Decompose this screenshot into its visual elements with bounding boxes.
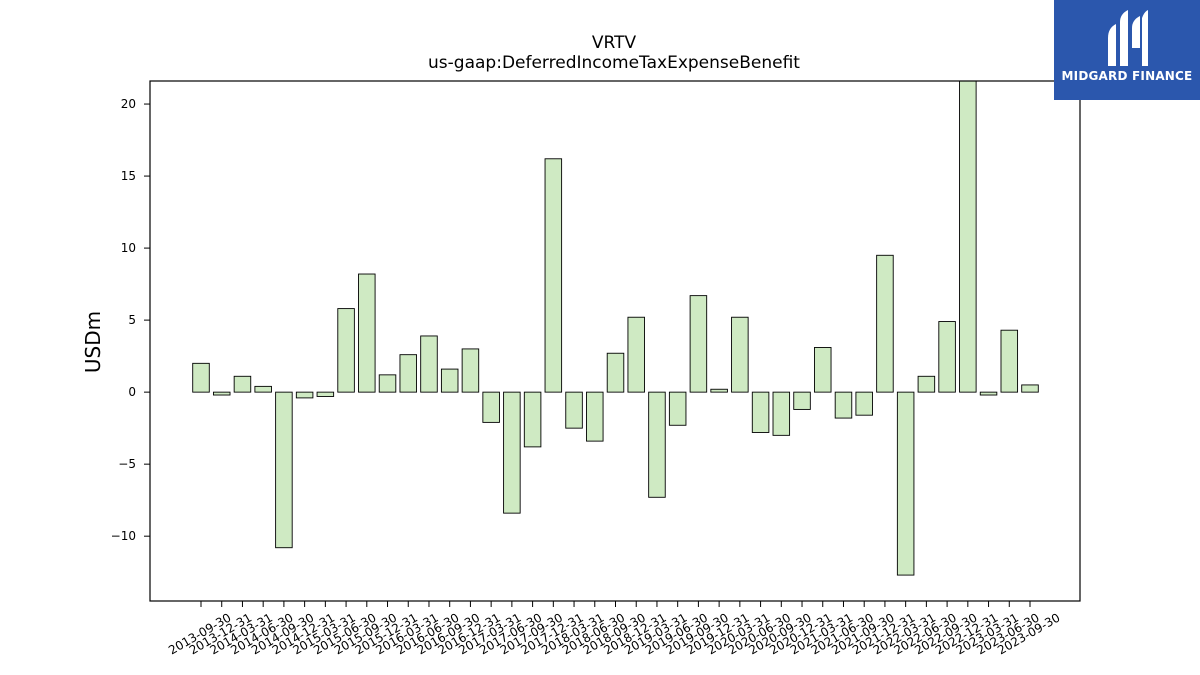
bar-2015-12-31 [378, 374, 397, 393]
bar-2023-09-30 [1021, 384, 1039, 393]
bar-2019-09-30 [689, 295, 708, 393]
bar-2017-03-31 [482, 391, 500, 423]
y-tick-label: 15 [121, 169, 136, 183]
bars-layer [192, 80, 1039, 576]
bar-2014-03-31 [233, 375, 252, 393]
x-axis: 2013-09-302013-12-312014-03-312014-06-30… [166, 601, 1063, 657]
bar-2015-06-30 [337, 308, 355, 393]
bar-2016-06-30 [420, 335, 438, 393]
bar-2018-12-31 [627, 316, 645, 393]
bar-2017-12-31 [544, 158, 563, 393]
bar-2021-12-31 [876, 254, 894, 393]
y-tick-label: 5 [128, 313, 136, 327]
bar-2015-03-31 [316, 391, 335, 397]
bar-2022-06-30 [917, 375, 936, 393]
bar-2014-09-30 [275, 391, 293, 549]
bar-2017-06-30 [503, 391, 521, 514]
y-tick-label: 20 [121, 97, 136, 111]
bar-2016-12-31 [461, 348, 480, 393]
bar-2022-12-31 [959, 80, 977, 393]
bar-2020-03-31 [731, 316, 749, 393]
bar-2013-12-31 [212, 391, 231, 396]
bar-2014-06-30 [254, 385, 272, 393]
bar-2021-03-31 [814, 347, 832, 393]
bar-2023-06-30 [1000, 329, 1019, 393]
bar-2021-09-30 [855, 391, 873, 416]
bar-2019-06-30 [668, 391, 687, 426]
bar-2019-03-31 [648, 391, 666, 498]
brand-logo: MIDGARD FINANCE [1054, 0, 1200, 100]
bar-2015-09-30 [358, 273, 376, 393]
bar-2016-03-31 [399, 354, 417, 393]
bar-2018-03-31 [565, 391, 583, 429]
bar-2022-09-30 [938, 321, 956, 393]
plot-frame [149, 80, 1081, 602]
bar-2014-12-31 [295, 391, 314, 399]
y-tick-label: 0 [128, 385, 136, 399]
bar-2013-09-30 [192, 362, 210, 393]
chart-title: VRTV [592, 33, 637, 53]
bar-2016-09-30 [440, 368, 459, 393]
bar-2020-12-31 [793, 391, 811, 410]
y-tick-label: −10 [111, 529, 136, 543]
bar-2021-06-30 [834, 391, 853, 419]
chart-subtitle: us-gaap:DeferredIncomeTaxExpenseBenefit [428, 53, 800, 73]
bar-2019-12-31 [710, 388, 728, 393]
midgard-logo-icon [1108, 10, 1148, 66]
bar-2020-06-30 [751, 391, 770, 433]
y-tick-label: −5 [118, 457, 136, 471]
bar-2017-09-30 [523, 391, 542, 448]
y-axis-label: USDm [81, 311, 105, 373]
bar-2020-09-30 [772, 391, 791, 436]
y-axis: −10 −5 0 5 10 15 20 [111, 97, 150, 543]
bar-2022-03-31 [896, 391, 915, 576]
brand-name: MIDGARD FINANCE [1061, 69, 1193, 83]
bar-2018-09-30 [606, 352, 625, 393]
y-tick-label: 10 [121, 241, 136, 255]
bar-2023-03-31 [979, 391, 998, 396]
bar-2018-06-30 [586, 391, 604, 442]
